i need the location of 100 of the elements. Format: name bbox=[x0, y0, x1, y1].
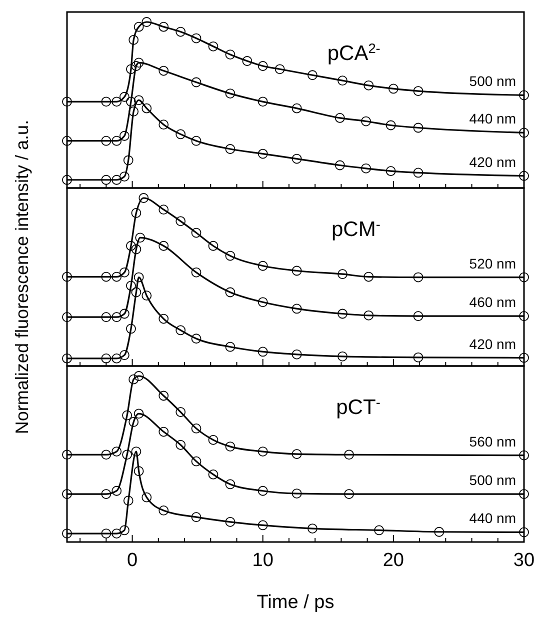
point bbox=[142, 290, 152, 301]
point bbox=[364, 272, 374, 282]
point bbox=[258, 61, 268, 71]
point bbox=[101, 312, 112, 322]
point bbox=[131, 287, 142, 298]
point bbox=[292, 103, 302, 114]
point bbox=[274, 64, 285, 74]
point bbox=[413, 86, 424, 96]
point bbox=[386, 166, 396, 176]
point bbox=[225, 287, 236, 298]
point bbox=[120, 350, 130, 360]
point bbox=[519, 450, 529, 460]
point bbox=[258, 260, 268, 271]
point bbox=[338, 351, 348, 362]
point bbox=[361, 116, 371, 126]
text: pCM$^{-}$ bbox=[331, 216, 380, 241]
point bbox=[338, 308, 348, 319]
point bbox=[131, 446, 142, 456]
point bbox=[131, 61, 142, 71]
point bbox=[101, 272, 112, 282]
point bbox=[101, 353, 112, 364]
point bbox=[126, 324, 136, 334]
point bbox=[134, 408, 144, 419]
point bbox=[62, 312, 72, 322]
point bbox=[101, 489, 112, 499]
point bbox=[191, 456, 202, 466]
x-tick-label: 20 bbox=[382, 550, 404, 571]
point bbox=[519, 352, 529, 363]
point bbox=[134, 22, 144, 32]
point bbox=[134, 272, 144, 282]
point bbox=[191, 136, 202, 146]
point bbox=[120, 267, 130, 278]
point bbox=[62, 272, 72, 282]
point bbox=[126, 240, 136, 251]
point bbox=[176, 440, 186, 450]
point bbox=[135, 232, 146, 243]
point bbox=[176, 216, 186, 226]
series-label: 520 nm bbox=[469, 255, 516, 272]
point bbox=[225, 516, 236, 527]
point bbox=[413, 311, 424, 322]
point bbox=[122, 450, 132, 460]
point bbox=[413, 122, 424, 133]
point bbox=[112, 174, 122, 185]
y-axis-title: Normalized fluorescence intensity / a.u. bbox=[12, 120, 32, 434]
series-label: 420 nm bbox=[469, 154, 516, 170]
point bbox=[338, 269, 348, 280]
point bbox=[258, 96, 268, 107]
point bbox=[258, 346, 268, 357]
series-label: 500 nm bbox=[469, 73, 516, 90]
point bbox=[388, 84, 398, 94]
series-label: 420 nm bbox=[469, 336, 516, 352]
point bbox=[158, 314, 169, 324]
point bbox=[519, 489, 529, 499]
point bbox=[364, 310, 374, 320]
x-tick-label: 30 bbox=[513, 550, 535, 571]
point bbox=[191, 334, 202, 344]
point bbox=[158, 240, 169, 251]
point bbox=[158, 120, 169, 130]
point bbox=[123, 155, 134, 166]
series-label: 440 nm bbox=[469, 510, 516, 526]
point bbox=[292, 349, 302, 360]
x-tick-label: 10 bbox=[252, 550, 274, 571]
point bbox=[258, 148, 268, 159]
point bbox=[413, 352, 424, 362]
point bbox=[361, 163, 371, 174]
point bbox=[225, 479, 236, 490]
point bbox=[292, 154, 302, 164]
point bbox=[134, 95, 144, 106]
point bbox=[519, 128, 529, 138]
point bbox=[258, 446, 268, 456]
point bbox=[308, 524, 318, 534]
point bbox=[258, 486, 268, 496]
point bbox=[128, 34, 139, 45]
point bbox=[308, 70, 318, 80]
point bbox=[258, 520, 268, 530]
point bbox=[208, 41, 218, 52]
point bbox=[126, 96, 136, 107]
series-label: 460 nm bbox=[469, 294, 516, 310]
point bbox=[120, 525, 130, 536]
point bbox=[225, 144, 236, 154]
point bbox=[142, 492, 152, 502]
point bbox=[126, 280, 136, 291]
point bbox=[176, 129, 186, 140]
point bbox=[258, 297, 268, 308]
point bbox=[225, 342, 236, 352]
point bbox=[112, 486, 122, 496]
point bbox=[338, 76, 348, 86]
point bbox=[344, 489, 354, 499]
point bbox=[519, 272, 529, 282]
point bbox=[134, 466, 144, 476]
point bbox=[101, 96, 112, 107]
point bbox=[62, 450, 72, 460]
point bbox=[62, 353, 72, 364]
point bbox=[519, 527, 529, 538]
point bbox=[128, 106, 139, 116]
point bbox=[128, 417, 139, 427]
point bbox=[101, 174, 112, 185]
point bbox=[191, 228, 202, 238]
series-label: 500 nm bbox=[469, 472, 516, 488]
point bbox=[225, 50, 236, 60]
